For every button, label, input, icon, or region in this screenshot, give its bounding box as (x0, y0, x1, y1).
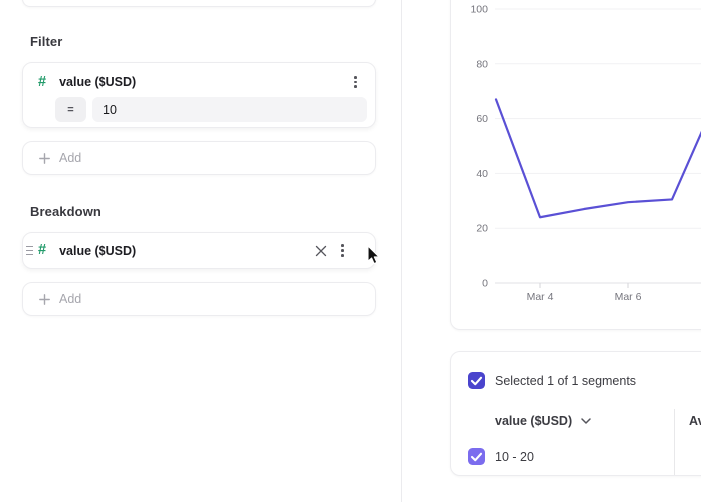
filter-card: value ($USD) = (22, 62, 376, 128)
plus-icon (39, 293, 50, 305)
add-breakdown-button[interactable]: Add (22, 282, 376, 316)
segments-summary: Selected 1 of 1 segments (495, 373, 637, 388)
check-icon (470, 376, 483, 386)
filter-value-input[interactable] (92, 97, 367, 122)
segments-select-all: Selected 1 of 1 segments (468, 372, 636, 389)
chevron-down-icon (581, 417, 591, 424)
select-all-checkbox[interactable] (468, 372, 485, 389)
add-filter-button[interactable]: Add (22, 141, 376, 175)
svg-text:Mar 6: Mar 6 (615, 291, 642, 303)
svg-text:100: 100 (470, 4, 488, 16)
svg-text:80: 80 (476, 58, 488, 70)
numeric-hash-icon (38, 75, 46, 90)
operator-select[interactable]: = (55, 97, 86, 122)
close-icon[interactable] (315, 245, 327, 257)
filter-condition: = (55, 97, 367, 122)
segment-row[interactable]: 10 - 20 (468, 448, 534, 465)
add-breakdown-label: Add (59, 292, 82, 306)
check-icon (470, 452, 483, 462)
drag-handle-icon[interactable] (25, 243, 34, 258)
column-header-value[interactable]: value ($USD) (495, 412, 591, 429)
segments-card: Selected 1 of 1 segments value ($USD) Av… (450, 351, 701, 476)
segment-checkbox[interactable] (468, 448, 485, 465)
trend-chart-card: 0 20 40 60 80 100 Mar 4 Mar 6 (450, 0, 701, 330)
column-divider (674, 409, 675, 475)
svg-text:0: 0 (482, 278, 488, 290)
svg-text:20: 20 (476, 223, 488, 235)
breakdown-property-label: value ($USD) (59, 243, 137, 258)
filter-property-row[interactable]: value ($USD) (23, 70, 375, 94)
breakdown-card[interactable]: value ($USD) (22, 232, 376, 269)
svg-text:60: 60 (476, 113, 488, 125)
filter-property-label: value ($USD) (59, 75, 137, 89)
numeric-hash-icon (38, 243, 46, 258)
breakdown-section-title: Breakdown (30, 204, 101, 219)
add-filter-label: Add (59, 151, 82, 165)
config-panel: Filter value ($USD) = Add Breakdown valu… (0, 0, 402, 502)
column-header-average[interactable]: Av (689, 413, 701, 428)
kebab-menu-icon[interactable] (338, 241, 347, 259)
previous-section-card (22, 0, 376, 7)
svg-text:40: 40 (476, 168, 488, 180)
segment-label: 10 - 20 (495, 449, 534, 464)
kebab-menu-icon[interactable] (351, 73, 360, 91)
svg-text:Mar 4: Mar 4 (527, 291, 554, 303)
filter-section-title: Filter (30, 34, 63, 49)
line-chart: 0 20 40 60 80 100 Mar 4 Mar 6 (470, 4, 701, 303)
plus-icon (39, 152, 50, 164)
